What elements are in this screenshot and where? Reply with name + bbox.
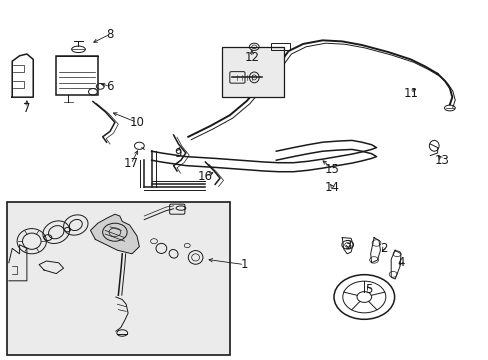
Text: 11: 11 xyxy=(403,87,417,100)
Text: 9: 9 xyxy=(174,147,182,159)
Text: 4: 4 xyxy=(396,256,404,269)
Text: 16: 16 xyxy=(198,170,212,183)
Text: 8: 8 xyxy=(106,28,114,41)
Bar xyxy=(7,202,229,355)
Text: 6: 6 xyxy=(106,80,114,93)
Text: 2: 2 xyxy=(379,242,387,255)
Bar xyxy=(56,56,98,95)
Text: 10: 10 xyxy=(129,116,144,129)
Bar xyxy=(222,47,283,97)
Text: 15: 15 xyxy=(325,163,339,176)
Text: 1: 1 xyxy=(240,258,248,271)
Text: 7: 7 xyxy=(23,102,31,114)
Text: 17: 17 xyxy=(123,157,138,170)
Text: 14: 14 xyxy=(325,181,339,194)
Text: 13: 13 xyxy=(434,154,449,167)
Polygon shape xyxy=(90,214,139,254)
Text: 5: 5 xyxy=(365,283,372,296)
Text: 12: 12 xyxy=(244,51,259,64)
Text: 3: 3 xyxy=(344,239,351,252)
Bar xyxy=(271,43,289,50)
